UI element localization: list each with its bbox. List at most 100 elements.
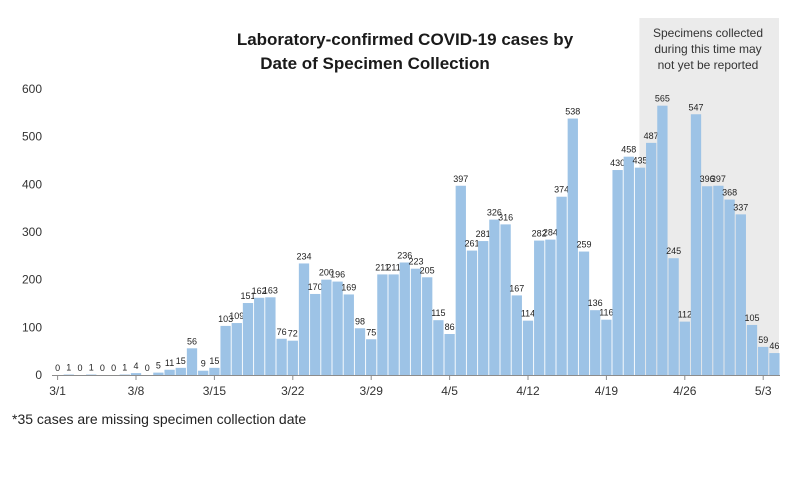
x-tick-label: 3/1 <box>49 384 66 398</box>
y-tick-label: 300 <box>22 225 42 239</box>
data-label: 430 <box>610 158 625 168</box>
data-label: 5 <box>156 361 161 371</box>
chart-title-line-2: Date of Specimen Collection <box>260 54 490 73</box>
bar <box>735 214 746 375</box>
data-label: 105 <box>744 313 759 323</box>
bar <box>422 277 433 375</box>
data-label: 109 <box>229 311 244 321</box>
bar <box>242 303 254 375</box>
data-label: 75 <box>366 327 376 337</box>
data-label: 0 <box>77 363 82 373</box>
data-label: 86 <box>445 322 455 332</box>
data-label: 547 <box>688 102 703 112</box>
bar <box>668 258 679 375</box>
bar <box>153 372 164 375</box>
x-tick-label: 4/26 <box>673 384 697 398</box>
bar <box>377 274 388 375</box>
data-label: 284 <box>543 228 558 238</box>
bar <box>130 373 142 375</box>
note-line: Specimens collected <box>652 26 764 40</box>
x-tick-label: 5/3 <box>755 384 772 398</box>
bar <box>478 241 489 375</box>
footnote: *35 cases are missing specimen collectio… <box>12 411 307 427</box>
data-label: 11 <box>165 358 174 368</box>
note-line: not yet be reported <box>657 58 759 72</box>
data-label: 167 <box>509 283 524 293</box>
data-label: 234 <box>296 251 311 261</box>
data-label: 1 <box>122 363 127 373</box>
data-label: 396 <box>700 174 715 184</box>
data-label: 397 <box>453 174 468 184</box>
y-tick-label: 100 <box>22 320 42 334</box>
bar <box>556 196 567 375</box>
data-label: 282 <box>532 229 547 239</box>
unreported-period-note: Specimens collected during this time may… <box>637 25 779 73</box>
bar <box>690 114 702 375</box>
y-tick-label: 600 <box>22 82 42 96</box>
bar <box>702 186 713 375</box>
bar <box>567 118 578 375</box>
bar <box>623 156 634 375</box>
x-tick-label: 3/8 <box>128 384 145 398</box>
bar <box>746 324 758 375</box>
data-label: 397 <box>711 174 726 184</box>
bar <box>511 295 522 375</box>
bar <box>410 268 422 375</box>
data-label: 1 <box>66 363 71 373</box>
bar <box>489 219 500 375</box>
bar <box>657 105 668 375</box>
data-label: 115 <box>431 308 445 318</box>
bar <box>175 367 186 375</box>
y-tick-label: 400 <box>22 177 42 191</box>
bar <box>343 294 354 375</box>
y-tick-label: 500 <box>22 130 42 144</box>
data-label: 326 <box>487 208 502 218</box>
data-label: 458 <box>621 145 636 155</box>
bar <box>758 346 769 375</box>
data-label: 205 <box>420 265 435 275</box>
bar <box>500 224 511 375</box>
data-label: 538 <box>565 107 580 117</box>
bar <box>634 167 646 375</box>
y-tick-label: 0 <box>35 368 42 382</box>
bar <box>433 320 444 375</box>
bar <box>254 297 265 375</box>
bar <box>287 340 298 375</box>
bar <box>209 367 220 375</box>
x-tick-label: 4/12 <box>516 384 540 398</box>
data-label: 76 <box>277 327 287 337</box>
data-label: 196 <box>330 270 345 280</box>
bar <box>578 251 590 375</box>
bar <box>590 310 601 375</box>
bar <box>220 325 231 375</box>
bar <box>534 240 545 375</box>
data-label: 162 <box>252 286 267 296</box>
data-label: 245 <box>666 246 681 256</box>
bar <box>724 199 735 375</box>
data-label: 163 <box>263 285 278 295</box>
data-label: 98 <box>355 316 365 326</box>
data-label: 0 <box>111 363 116 373</box>
bar <box>646 142 657 375</box>
bar <box>522 320 534 375</box>
data-label: 9 <box>201 359 206 369</box>
x-tick-label: 3/22 <box>281 384 305 398</box>
data-label: 4 <box>133 361 138 371</box>
data-label: 337 <box>733 202 748 212</box>
bar <box>388 274 399 375</box>
data-label: 223 <box>408 257 423 267</box>
x-tick-label: 3/29 <box>360 384 384 398</box>
bar <box>601 319 612 375</box>
bar <box>545 239 556 375</box>
bar <box>455 185 466 375</box>
data-label: 0 <box>100 363 105 373</box>
chart-title-line-1: Laboratory-confirmed COVID-19 cases by <box>236 30 574 49</box>
data-label: 0 <box>55 363 60 373</box>
data-label: 169 <box>341 282 356 292</box>
bar <box>399 262 410 375</box>
data-label: 112 <box>678 310 692 320</box>
bar <box>265 297 276 375</box>
bar <box>769 353 780 375</box>
bar <box>198 370 209 375</box>
